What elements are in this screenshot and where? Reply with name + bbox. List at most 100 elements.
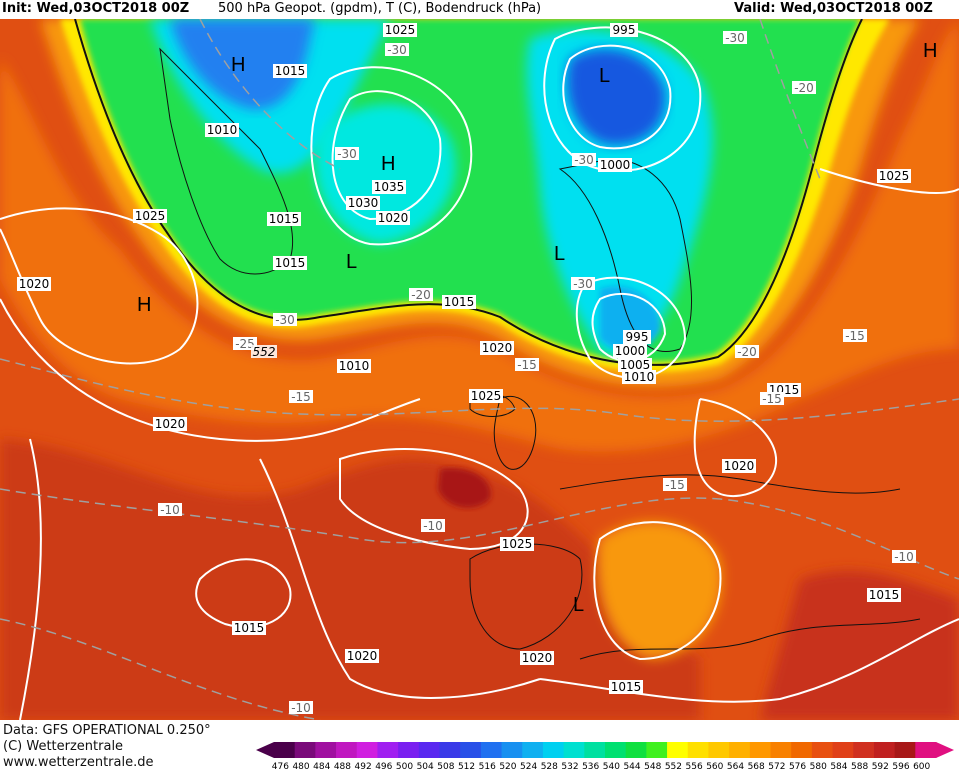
colorbar-tick-label: 492: [355, 762, 372, 770]
colorbar-tick-label: 552: [665, 762, 682, 770]
pressure-label: 1010: [337, 359, 371, 373]
colorbar-swatch: [708, 742, 730, 758]
temperature-label: -30: [723, 31, 747, 45]
svg-text:1025: 1025: [879, 169, 910, 183]
colorbar-tick-label: 524: [520, 762, 537, 770]
colorbar-swatch: [729, 742, 751, 758]
colorbar-swatch: [749, 742, 771, 758]
isotherm: [0, 358, 959, 422]
colorbar-tick-label: 556: [686, 762, 703, 770]
high-pressure-center: H: [923, 40, 937, 62]
colorbar: 476 480 484 488 492 496 500 504 508 512 516 520 524 5…: [256, 742, 954, 770]
europe-coast: [559, 474, 901, 494]
colorbar-swatch: [811, 742, 834, 758]
svg-text:1020: 1020: [155, 417, 186, 431]
svg-text:995: 995: [613, 23, 636, 37]
svg-text:1020: 1020: [378, 211, 409, 225]
svg-text:1035: 1035: [374, 180, 405, 194]
pressure-label: 1020: [153, 417, 187, 431]
pressure-label: 1025: [133, 209, 167, 223]
pressure-label: 1025: [500, 537, 534, 551]
temperature-label: -15: [515, 358, 539, 372]
pressure-label: 1015: [442, 295, 476, 309]
colorbar-tick-label: 540: [603, 762, 620, 770]
temperature-label: -30: [385, 43, 409, 57]
svg-text:1010: 1010: [624, 370, 655, 384]
temperature-label: -20: [409, 288, 433, 302]
svg-text:1015: 1015: [275, 64, 306, 78]
temperature-label: -10: [892, 550, 916, 564]
isobar: [331, 90, 442, 221]
pressure-label: 995: [610, 23, 638, 37]
pressure-label: 1025: [469, 389, 503, 403]
colorbar-swatch: [687, 742, 709, 758]
svg-text:-15: -15: [845, 329, 865, 343]
svg-text:-15: -15: [291, 390, 311, 404]
temperature-label: -10: [421, 519, 445, 533]
temperature-label: -30: [335, 147, 359, 161]
colorbar-tick-label: 596: [892, 762, 909, 770]
colorbar-tick-label: 476: [272, 762, 289, 770]
colorbar-swatch: [667, 742, 689, 758]
svg-text:1000: 1000: [615, 344, 646, 358]
blue-region-east: [566, 49, 666, 145]
pressure-label: 1020: [345, 649, 379, 663]
svg-text:1025: 1025: [135, 209, 166, 223]
colorbar-swatch: [294, 742, 316, 758]
pressure-label: 1015: [867, 588, 901, 602]
high-pressure-center: H: [231, 54, 245, 76]
pressure-label: 1020: [520, 651, 554, 665]
isobar: [819, 168, 959, 194]
colorbar-swatch: [832, 742, 854, 758]
isobar: [575, 276, 687, 379]
isobar: [0, 207, 199, 365]
colorbar-tick-label: 484: [313, 762, 330, 770]
uk-coast: [493, 395, 537, 470]
deep-red-region-east: [760, 570, 959, 720]
svg-text:-15: -15: [762, 392, 782, 406]
colorbar-swatch: [460, 742, 482, 758]
low-pressure-center: L: [554, 243, 565, 265]
svg-text:1015: 1015: [275, 256, 306, 270]
colorbar-swatch: [646, 742, 668, 758]
colorbar-swatch: [584, 742, 606, 758]
pressure-label: 1020: [722, 459, 756, 473]
colorbar-swatch: [336, 742, 358, 758]
pressure-label: 1010: [205, 123, 239, 137]
temperature-label: -15: [289, 390, 313, 404]
colorbar-tick-label: 500: [396, 762, 413, 770]
pressure-label: 1000: [613, 344, 647, 358]
svg-text:-20: -20: [411, 288, 431, 302]
pressure-label: 1000: [598, 158, 632, 172]
pressure-label-extra: 1025: [877, 169, 911, 183]
pressure-label: 1015: [232, 621, 266, 635]
colorbar-swatch: [894, 742, 916, 758]
colorbar-swatch: [853, 742, 875, 758]
colorbar-arrow-right: [936, 742, 954, 758]
svg-text:-30: -30: [275, 313, 295, 327]
isobar: [693, 398, 778, 498]
svg-text:1015: 1015: [444, 295, 475, 309]
colorbar-tick-label: 560: [706, 762, 723, 770]
map-title: 500 hPa Geopot. (gpdm), T (C), Bodendruc…: [218, 1, 542, 16]
colorbar-swatch: [873, 742, 896, 758]
svg-text:1020: 1020: [522, 651, 553, 665]
colorbar-swatch: [356, 742, 378, 758]
contour-552: [74, 19, 863, 366]
svg-text:1010: 1010: [207, 123, 238, 137]
temperature-label: -20: [792, 81, 816, 95]
website-link[interactable]: www.wetterzentrale.de: [3, 755, 154, 770]
isobar: [562, 44, 672, 150]
isobar: [19, 438, 42, 720]
pressure-label: 1030: [346, 196, 380, 210]
svg-text:-10: -10: [291, 701, 311, 715]
svg-text:1030: 1030: [348, 196, 379, 210]
colorbar-tick-label: 568: [748, 762, 765, 770]
weather-map[interactable]: 1025 1015 1010 1035 1030 1020 1015 1020 …: [0, 19, 959, 720]
pressure-label: 1015: [273, 64, 307, 78]
svg-text:-10: -10: [423, 519, 443, 533]
svg-text:-30: -30: [574, 153, 594, 167]
svg-text:1015: 1015: [869, 588, 900, 602]
temperature-label: -10: [289, 701, 313, 715]
svg-text:-20: -20: [737, 345, 757, 359]
